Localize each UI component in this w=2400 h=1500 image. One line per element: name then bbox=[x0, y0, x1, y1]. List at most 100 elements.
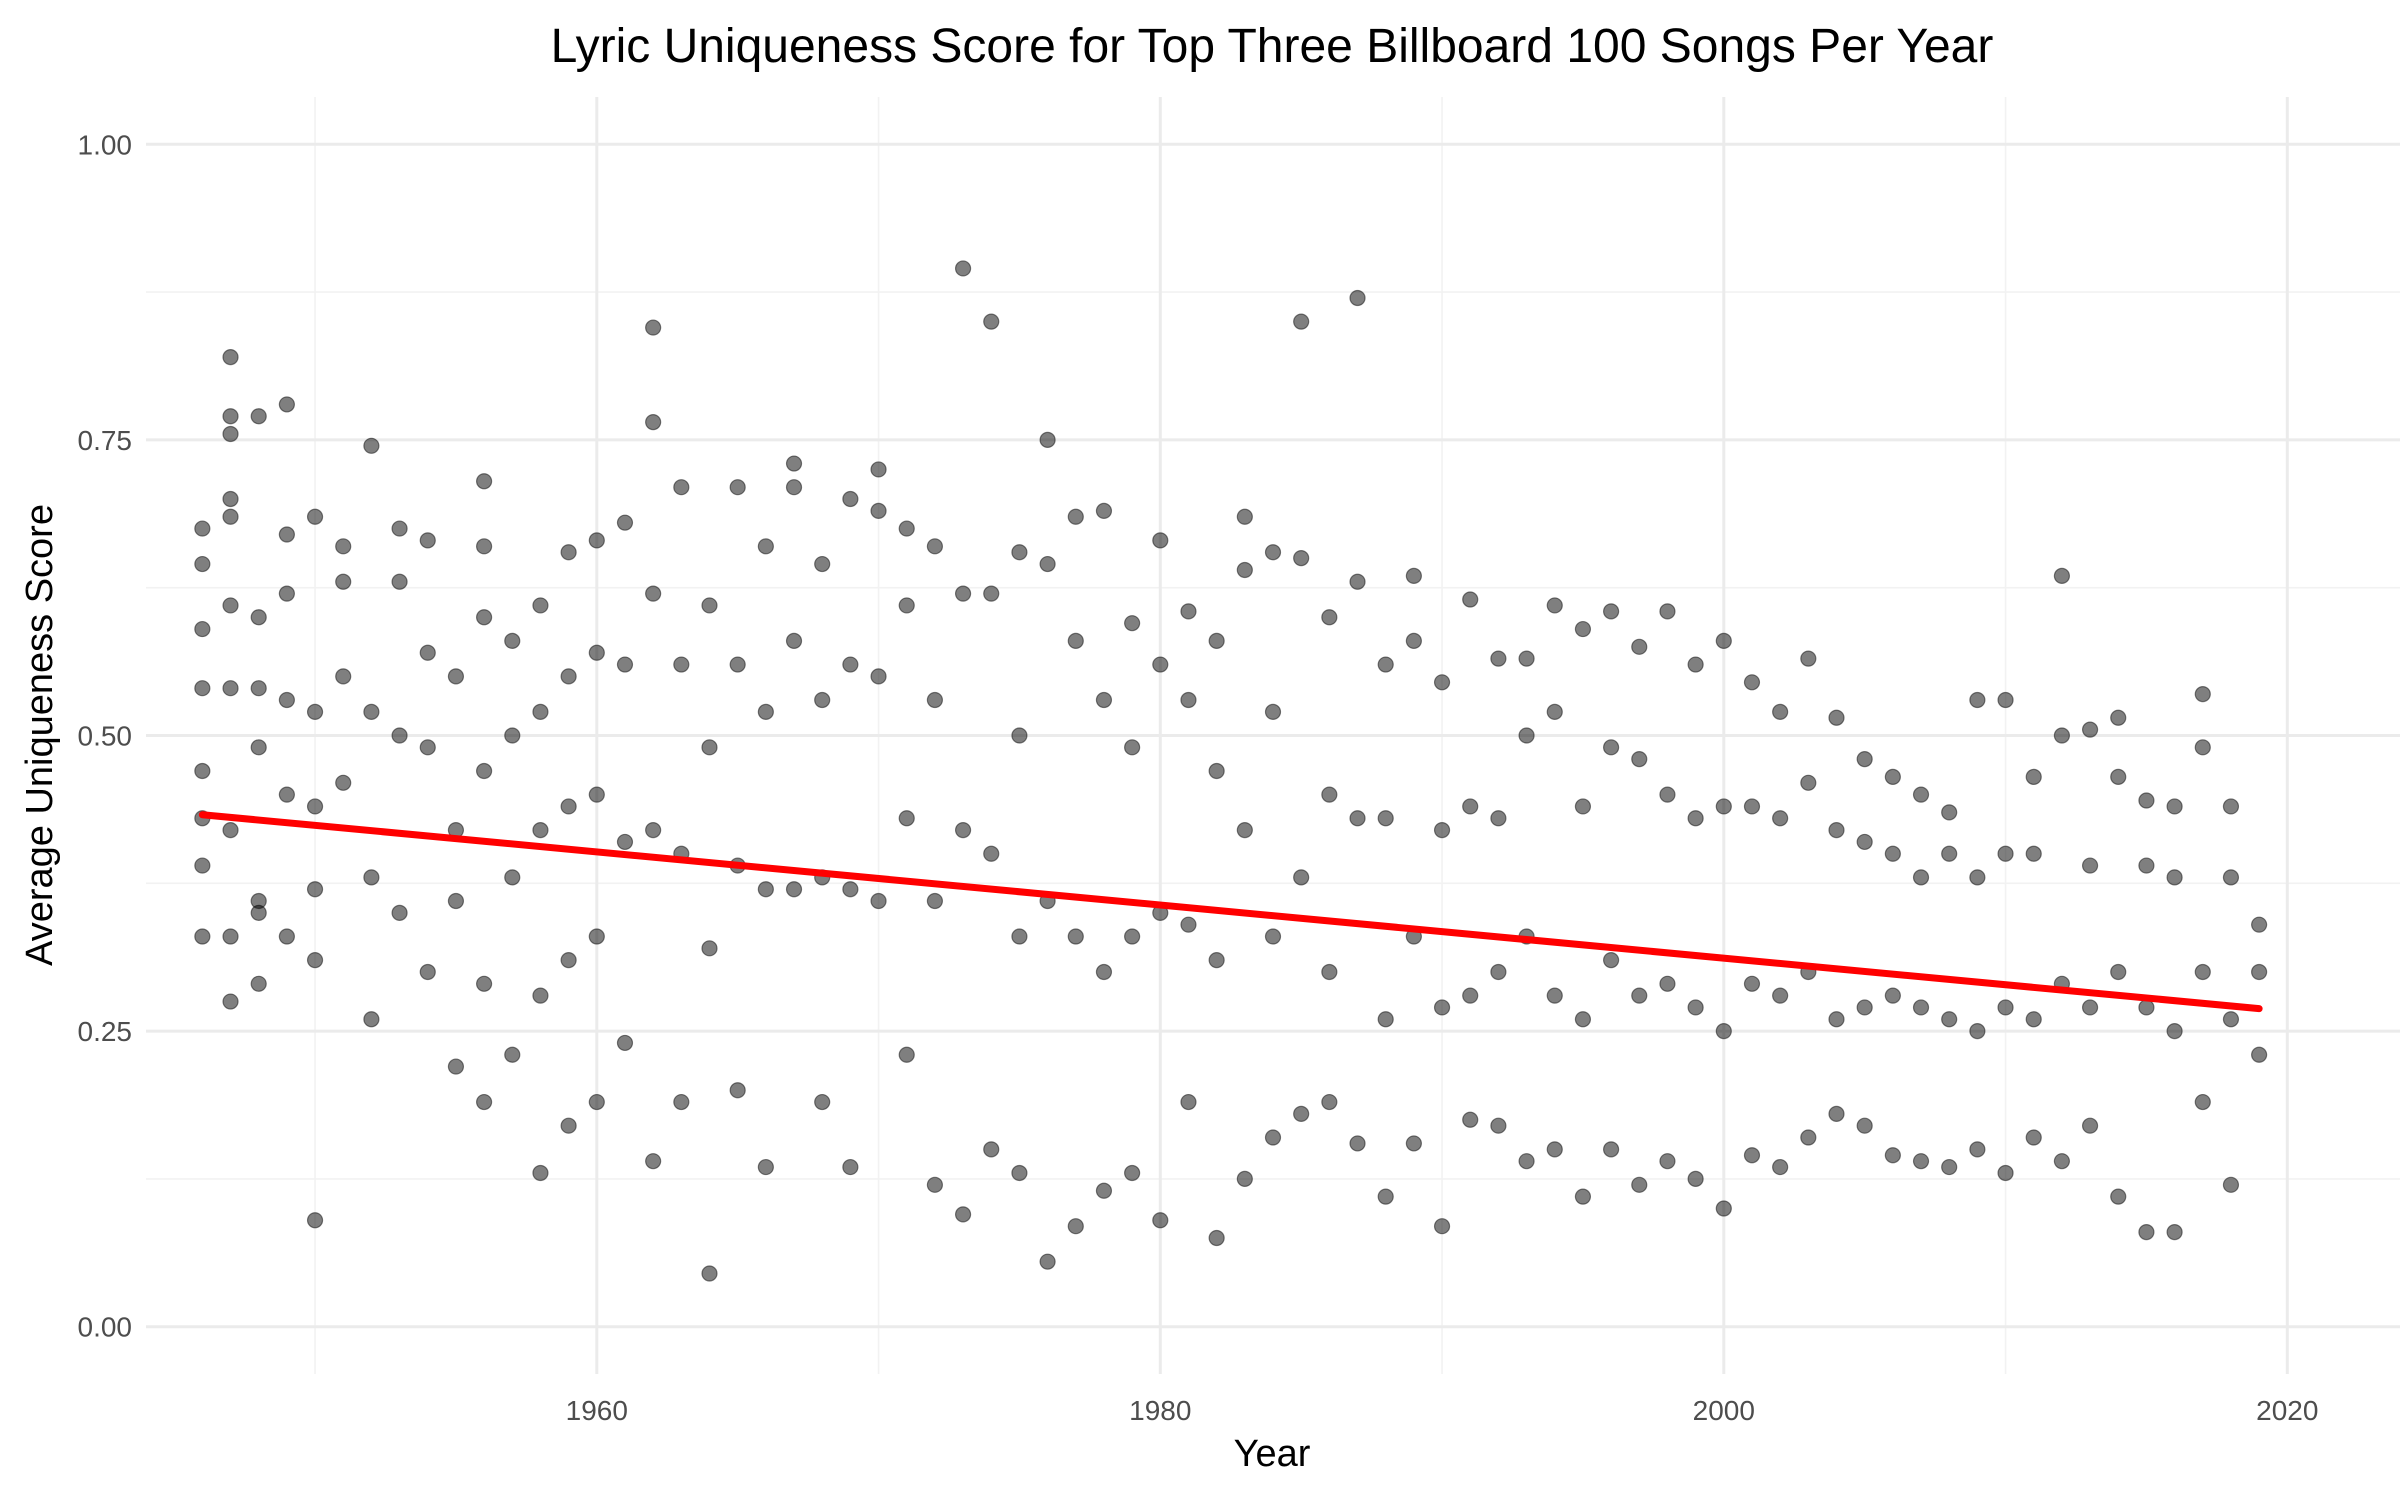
data-point bbox=[1574, 1011, 1592, 1028]
grid-layer bbox=[146, 97, 2400, 1374]
data-point bbox=[1236, 508, 1253, 525]
data-point bbox=[1377, 1188, 1394, 1205]
data-point bbox=[954, 1206, 972, 1223]
data-point bbox=[1602, 739, 1620, 756]
data-point bbox=[2251, 963, 2268, 981]
data-point bbox=[673, 1093, 690, 1111]
data-point bbox=[335, 774, 352, 791]
data-point bbox=[2110, 963, 2127, 981]
data-point bbox=[1095, 1182, 1113, 1199]
data-point bbox=[870, 668, 887, 685]
data-point bbox=[2166, 798, 2183, 815]
data-point bbox=[1687, 810, 1704, 827]
data-point bbox=[1180, 603, 1197, 620]
data-point bbox=[1208, 762, 1225, 780]
data-point bbox=[2251, 1046, 2268, 1063]
data-point bbox=[2194, 686, 2211, 703]
data-point bbox=[306, 881, 324, 898]
data-point bbox=[278, 585, 295, 602]
data-point bbox=[306, 798, 324, 815]
data-point bbox=[2053, 1153, 2070, 1170]
data-point bbox=[1321, 786, 1338, 803]
data-point bbox=[1349, 289, 1366, 307]
data-point bbox=[1433, 1218, 1451, 1235]
data-point bbox=[1264, 703, 1282, 720]
data-point bbox=[870, 502, 887, 519]
data-point bbox=[1321, 609, 1338, 626]
data-point bbox=[1574, 620, 1592, 638]
data-point bbox=[1856, 833, 1873, 851]
data-point bbox=[1039, 431, 1056, 448]
data-point bbox=[1377, 810, 1394, 827]
data-point bbox=[2053, 727, 2070, 744]
data-point bbox=[898, 520, 915, 537]
data-point bbox=[1828, 1011, 1845, 1028]
points-layer bbox=[194, 260, 2268, 1282]
data-point bbox=[391, 573, 408, 590]
data-point bbox=[588, 1093, 605, 1111]
data-point bbox=[476, 762, 493, 780]
data-point bbox=[1856, 1117, 1873, 1134]
data-point bbox=[306, 508, 324, 525]
data-point bbox=[1743, 975, 1761, 992]
data-point bbox=[1180, 1093, 1197, 1111]
data-point bbox=[476, 609, 493, 626]
x-axis-title: Year bbox=[1234, 1433, 1311, 1475]
data-point bbox=[842, 881, 859, 898]
y-tick-label: 0.50 bbox=[78, 721, 133, 752]
data-point bbox=[898, 1046, 915, 1063]
data-point bbox=[757, 703, 774, 720]
data-point bbox=[1152, 656, 1169, 673]
data-point bbox=[1546, 597, 1563, 614]
data-point bbox=[1293, 313, 1310, 330]
data-point bbox=[1772, 810, 1789, 827]
data-point bbox=[1208, 952, 1225, 969]
data-point bbox=[1715, 798, 1732, 815]
data-point bbox=[1941, 845, 1958, 862]
data-point bbox=[870, 892, 887, 910]
data-point bbox=[335, 573, 352, 590]
data-point bbox=[1518, 727, 1535, 744]
data-point bbox=[2138, 857, 2155, 874]
data-point bbox=[2166, 1224, 2183, 1241]
trend-line bbox=[198, 811, 2263, 1013]
data-point bbox=[1856, 751, 1873, 768]
data-point bbox=[278, 786, 295, 803]
data-point bbox=[278, 928, 295, 945]
data-point bbox=[1884, 1147, 1901, 1164]
data-point bbox=[194, 555, 211, 573]
data-point bbox=[1659, 1153, 1676, 1170]
data-point bbox=[447, 892, 465, 910]
data-point bbox=[1462, 798, 1479, 815]
data-point bbox=[588, 644, 605, 661]
data-point bbox=[419, 963, 436, 981]
data-point bbox=[842, 490, 859, 508]
data-point bbox=[1772, 987, 1789, 1004]
data-point bbox=[1462, 591, 1479, 608]
data-point bbox=[1490, 963, 1507, 981]
data-point bbox=[2138, 999, 2155, 1016]
data-point bbox=[504, 727, 521, 744]
data-point bbox=[1743, 674, 1761, 691]
data-point bbox=[1152, 1212, 1169, 1229]
data-point bbox=[194, 857, 211, 874]
data-point bbox=[1941, 804, 1958, 821]
chart-title: Lyric Uniqueness Score for Top Three Bil… bbox=[551, 20, 1994, 73]
y-tick-label: 1.00 bbox=[78, 129, 133, 160]
data-point bbox=[447, 668, 465, 685]
data-point bbox=[1433, 999, 1451, 1016]
data-point bbox=[1602, 603, 1620, 620]
data-point bbox=[2194, 739, 2211, 756]
data-point bbox=[1011, 928, 1028, 945]
data-point bbox=[1687, 999, 1704, 1016]
data-point bbox=[222, 928, 239, 945]
data-point bbox=[1067, 928, 1084, 945]
data-point bbox=[1518, 1153, 1535, 1170]
y-tick-label: 0.25 bbox=[78, 1016, 133, 1047]
data-point bbox=[2081, 857, 2099, 874]
data-point bbox=[1180, 691, 1197, 709]
data-point bbox=[363, 1011, 380, 1028]
data-point bbox=[2110, 1188, 2127, 1205]
data-point bbox=[2194, 1093, 2211, 1111]
data-point bbox=[1349, 810, 1366, 827]
